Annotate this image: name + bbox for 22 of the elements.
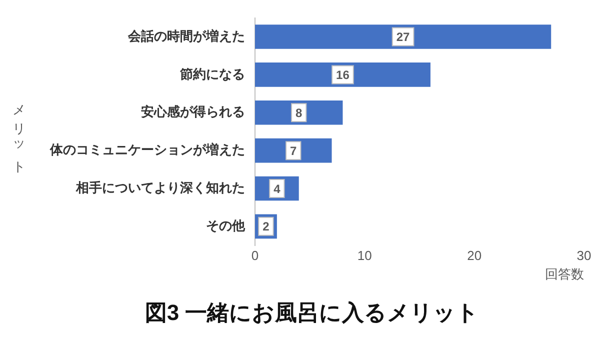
data-label: 8 bbox=[296, 106, 303, 120]
data-label: 2 bbox=[262, 220, 270, 234]
y-tick-label: 相手についてより深く知れた bbox=[75, 180, 245, 196]
x-axis-title: 回答数 bbox=[545, 266, 584, 282]
data-label: 16 bbox=[336, 68, 350, 82]
data-label: 27 bbox=[396, 30, 410, 44]
y-tick-label: 安心感が得られる bbox=[141, 104, 245, 120]
x-tick-label: 30 bbox=[576, 248, 592, 263]
x-tick-label: 10 bbox=[357, 248, 372, 263]
y-tick-label: 体のコミュニケーションが増えた bbox=[49, 142, 245, 158]
data-label: 4 bbox=[274, 182, 281, 196]
bar bbox=[255, 24, 552, 49]
y-tick-label: 節約になる bbox=[179, 66, 245, 82]
x-tick-label: 20 bbox=[467, 248, 482, 263]
bar bbox=[255, 62, 430, 87]
data-label: 7 bbox=[290, 144, 298, 158]
y-tick-label: その他 bbox=[206, 218, 246, 234]
y-tick-label: 会話の時間が増えた bbox=[127, 28, 245, 44]
x-tick-label: 0 bbox=[251, 248, 259, 263]
text: 図3 一緒にお風呂に入るメリット bbox=[144, 300, 480, 325]
bar bbox=[255, 100, 343, 125]
y-axis-title: メリット bbox=[11, 95, 28, 171]
